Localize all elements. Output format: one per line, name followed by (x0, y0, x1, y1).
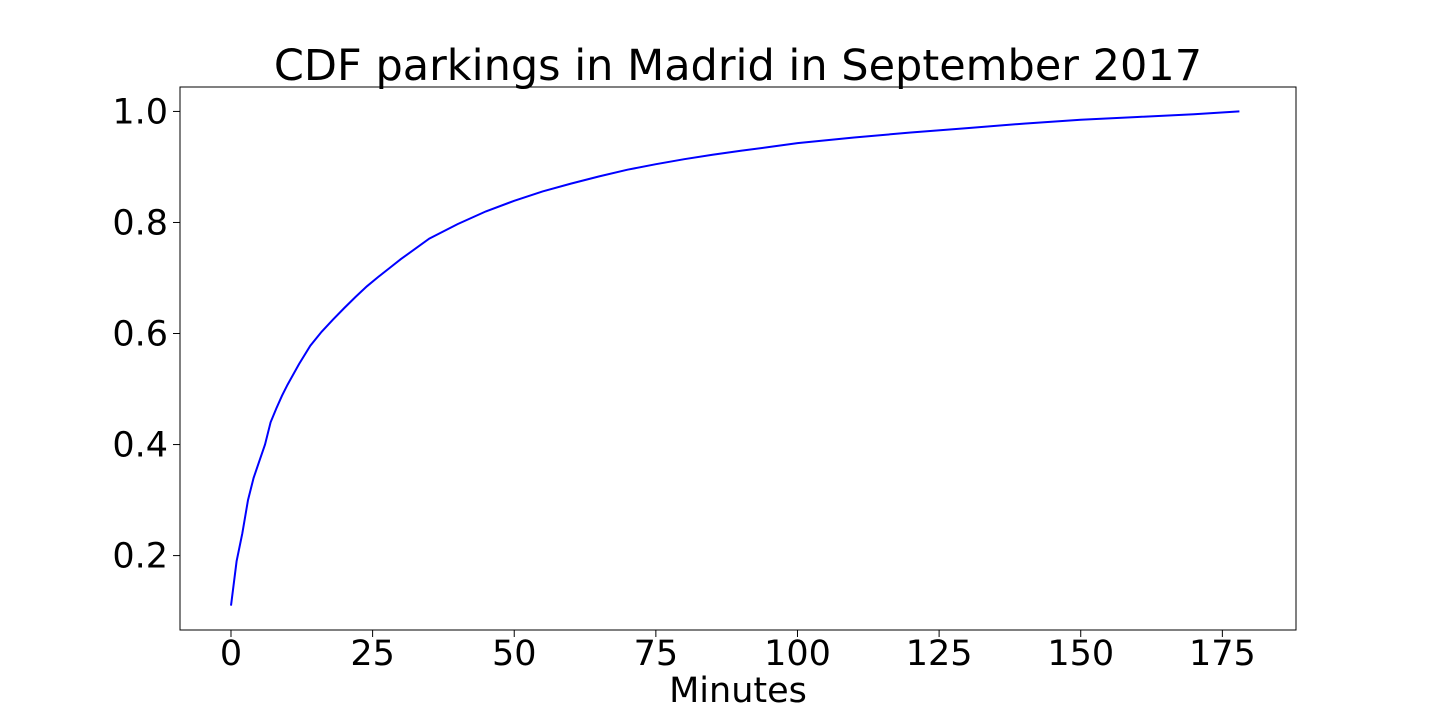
y-tick-label: 0.4 (112, 426, 168, 466)
y-tick-label: 0.8 (112, 203, 168, 243)
y-axis: 0.2 0.4 0.6 0.8 1.0 (112, 92, 180, 577)
chart-title: CDF parkings in Madrid in September 2017 (274, 41, 1202, 91)
x-tick-label: 0 (220, 634, 242, 674)
x-tick-label: 175 (1189, 634, 1256, 674)
x-tick-label: 125 (906, 634, 973, 674)
x-tick-label: 75 (634, 634, 679, 674)
series-line (230, 110, 1240, 606)
x-tick-label: 150 (1047, 634, 1114, 674)
x-axis-label: Minutes (669, 671, 807, 711)
plot-area (179, 86, 1297, 631)
x-axis: 0 25 50 75 100 125 150 175 (220, 630, 1256, 674)
y-tick-label: 0.6 (112, 315, 168, 355)
x-tick-label: 50 (492, 634, 537, 674)
y-tick-label: 0.2 (112, 537, 168, 577)
y-tick-label: 1.0 (112, 92, 168, 132)
x-tick-label: 25 (350, 634, 395, 674)
x-tick-label: 100 (764, 634, 831, 674)
